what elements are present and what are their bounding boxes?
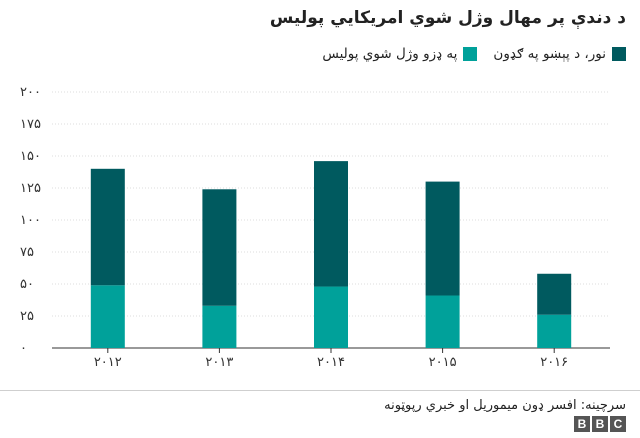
- bar-segment-other: [90, 168, 125, 286]
- chart-title: د دندې پر مهال وژل شوي امریکایي پولیس: [269, 8, 626, 28]
- x-tick-label: ۲۰۱۴: [317, 355, 345, 370]
- y-tick-label: ۵۰: [20, 277, 34, 292]
- legend-item-shot: په ډزو وژل شوي پولیس: [322, 46, 478, 62]
- legend: نور، د پېښو په ګډون په ډزو وژل شوي پولیس: [322, 46, 626, 62]
- bar-segment-other: [537, 273, 572, 315]
- y-tick-label: ۰: [20, 341, 27, 356]
- bbc-logo: B B C: [574, 416, 626, 432]
- legend-item-other: نور، د پېښو په ګډون: [493, 46, 626, 62]
- bar-segment-other: [314, 161, 348, 287]
- bar-chart: ۰ ۲۵ ۵۰ ۷۵ ۱۰۰ ۱۲۵ ۱۵۰ ۱۷۵ ۲۰۰ ۲۰۱۲ ۲۰۱۳ ۲۰۱۴ ۲۰۱۵ ۲۰…: [20, 85, 610, 370]
- y-tick-label: ۱۰۰: [20, 213, 41, 228]
- bar-segment-other: [425, 181, 460, 296]
- legend-swatch-other: [612, 47, 626, 61]
- x-tick-label: ۲۰۱۶: [540, 355, 568, 370]
- y-tick-label: ۱۲۵: [20, 181, 41, 196]
- footer-divider: [0, 390, 640, 391]
- x-tick-label: ۲۰۱۵: [429, 355, 457, 370]
- y-tick-label: ۱۷۵: [20, 117, 41, 132]
- x-tick-label: ۲۰۱۳: [205, 355, 233, 370]
- bbc-logo-letter: C: [610, 416, 626, 432]
- source-note: سرچینه: افسر ډون میموریل او خبري رپوټونه: [384, 398, 626, 413]
- bar-segment-shot: [90, 285, 125, 348]
- legend-label-other: نور، د پېښو په ګډون: [493, 46, 606, 62]
- bbc-logo-letter: B: [592, 416, 608, 432]
- bbc-logo-letter: B: [574, 416, 590, 432]
- bar-segment-shot: [425, 295, 460, 348]
- y-tick-label: ۷۵: [20, 245, 34, 260]
- bar-segment-shot: [537, 314, 572, 348]
- bar-segment-shot: [314, 286, 348, 348]
- y-tick-label: ۱۵۰: [20, 149, 41, 164]
- y-tick-label: ۲۵: [20, 309, 34, 324]
- bar-segment-other: [202, 189, 237, 306]
- y-tick-label: ۲۰۰: [20, 85, 41, 100]
- x-tick-label: ۲۰۱۲: [94, 355, 122, 370]
- legend-swatch-shot: [463, 47, 478, 61]
- bar-segment-shot: [202, 305, 237, 348]
- legend-label-shot: په ډزو وژل شوي پولیس: [322, 46, 458, 62]
